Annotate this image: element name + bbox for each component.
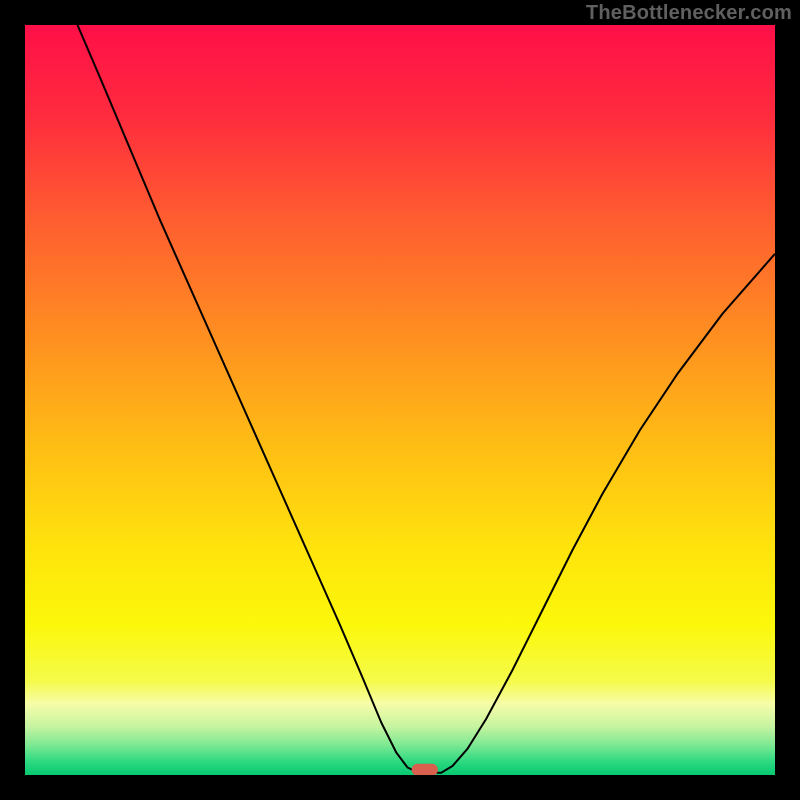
chart-canvas: TheBottlenecker.com <box>0 0 800 800</box>
bottleneck-chart <box>0 0 800 800</box>
plot-background <box>25 25 775 775</box>
optimal-marker <box>412 764 438 776</box>
